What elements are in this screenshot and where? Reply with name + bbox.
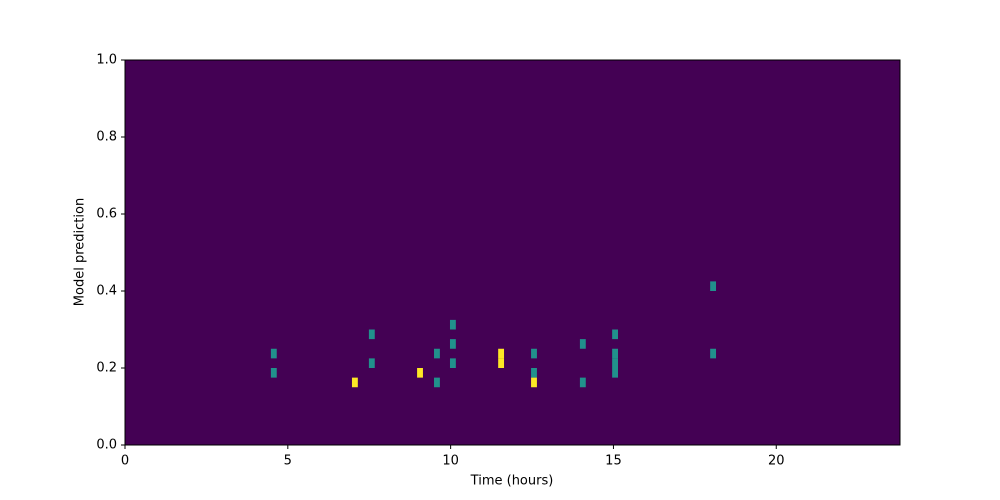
heatmap-cell: [710, 281, 717, 291]
heatmap-cell: [351, 377, 358, 388]
x-axis-label: Time (hours): [470, 474, 554, 489]
x-tick-label: 5: [284, 454, 292, 469]
heatmap-cell: [579, 339, 586, 349]
heatmap-cell: [710, 348, 717, 359]
heatmap-cell: [270, 348, 277, 359]
y-tick-label: 0.6: [96, 207, 117, 222]
y-tick-label: 1.0: [96, 53, 117, 68]
heatmap-background: [125, 60, 900, 445]
heatmap-cell: [498, 348, 505, 359]
heatmap-cell: [434, 377, 440, 388]
heatmap-cell: [531, 348, 537, 359]
x-tick-label: 10: [442, 454, 459, 469]
y-tick-label: 0.4: [96, 284, 117, 299]
heatmap-cell: [612, 368, 619, 378]
x-tick-label: 0: [121, 454, 129, 469]
heatmap-cell: [449, 339, 456, 349]
heatmap-cell: [270, 368, 277, 378]
heatmap-cell: [612, 348, 619, 359]
x-tick-label: 20: [768, 454, 785, 469]
plot-frame: [124, 59, 901, 446]
heatmap-cell: [417, 368, 423, 378]
y-tick-label: 0.8: [96, 130, 117, 145]
y-tick-label: 0.0: [96, 438, 117, 453]
heatmap-cell: [531, 377, 537, 388]
heatmap-cell: [368, 329, 375, 340]
heatmap-cell: [449, 358, 456, 368]
y-tick-label: 0.2: [96, 361, 117, 376]
heatmap-cell: [612, 358, 619, 368]
heatmap-cell: [368, 358, 375, 368]
heatmap-cell: [498, 358, 505, 368]
y-axis-label: Model prediction: [73, 198, 88, 306]
x-tick-label: 15: [605, 454, 622, 469]
heatmap-cell: [449, 319, 456, 330]
heatmap-cell: [612, 329, 619, 340]
heatmap-cell: [434, 348, 440, 359]
heatmap-cell: [531, 368, 537, 378]
heatmap-cell: [579, 377, 586, 388]
